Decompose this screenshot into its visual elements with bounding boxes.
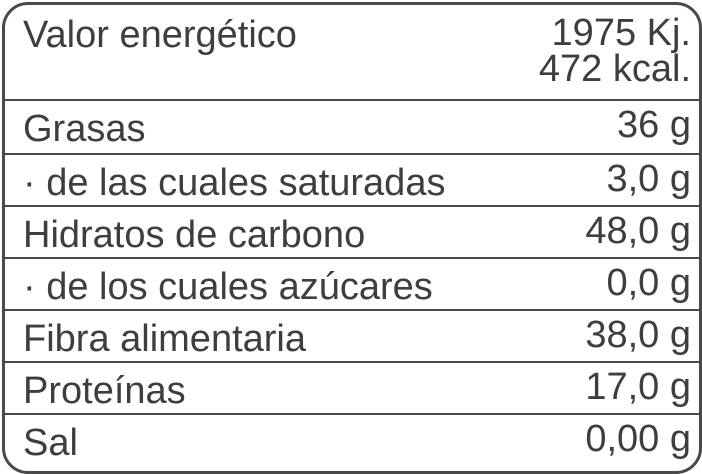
value-line: 0,00 g xyxy=(585,418,691,460)
row-label: Grasas xyxy=(23,108,146,150)
row-label: Sal xyxy=(23,422,78,464)
row-value: 3,0 g xyxy=(606,158,691,200)
value-line: 36 g xyxy=(617,104,691,146)
value-line: 38,0 g xyxy=(585,314,691,356)
row-label: Hidratos de carbono xyxy=(23,214,366,256)
row-label: · de las cuales saturadas xyxy=(23,162,446,204)
row-value: 48,0 g xyxy=(585,210,691,252)
value-line: 17,0 g xyxy=(585,366,691,408)
table-row: Sal 0,00 g xyxy=(5,415,699,471)
row-value: 38,0 g xyxy=(585,314,691,356)
row-value: 1975 Kj. 472 kcal. xyxy=(538,12,691,90)
table-row: Valor energético 1975 Kj. 472 kcal. xyxy=(5,5,699,101)
row-label: Proteínas xyxy=(23,370,186,412)
row-label: Fibra alimentaria xyxy=(23,318,306,360)
row-value: 0,0 g xyxy=(606,262,691,304)
value-line: 0,0 g xyxy=(606,262,691,304)
table-row: Fibra alimentaria 38,0 g xyxy=(5,311,699,363)
value-line: 48,0 g xyxy=(585,210,691,252)
table-row: Proteínas 17,0 g xyxy=(5,363,699,415)
table-row: Hidratos de carbono 48,0 g xyxy=(5,207,699,259)
row-value: 0,00 g xyxy=(585,418,691,460)
row-label: Valor energético xyxy=(23,14,297,56)
table-row: · de los cuales azúcares 0,0 g xyxy=(5,259,699,311)
table-row: Grasas 36 g xyxy=(5,101,699,155)
row-value: 17,0 g xyxy=(585,366,691,408)
value-line: 1975 Kj. xyxy=(551,12,691,54)
value-line: 3,0 g xyxy=(606,158,691,200)
row-label: · de los cuales azúcares xyxy=(23,266,433,308)
row-value: 36 g xyxy=(617,104,691,146)
value-line: 472 kcal. xyxy=(538,48,691,90)
table-row: · de las cuales saturadas 3,0 g xyxy=(5,155,699,207)
